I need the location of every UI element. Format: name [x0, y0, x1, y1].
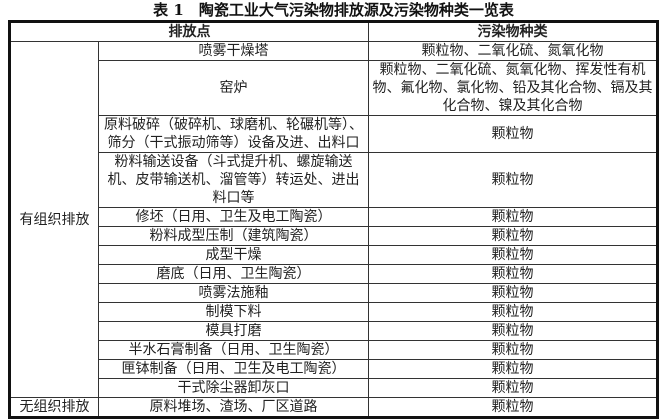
table-row: 干式除尘器卸灰口 颗粒物 [10, 378, 658, 398]
table-row: 无组织排放 原料堆场、渣场、厂区道路 颗粒物 [9, 397, 658, 418]
table-row: 修坯（日用、卫生及电工陶瓷） 颗粒物 [10, 207, 658, 227]
table-row: 喷雾法施釉 颗粒物 [10, 283, 658, 303]
pollutant-cell: 颗粒物、二氧化硫、氮氧化物、挥发性有机物、氟化物、氯化物、铅及其化合物、镉及其化… [368, 60, 658, 116]
source-cell: 半水石膏制备（日用、卫生陶瓷） [98, 340, 369, 360]
pollutant-cell: 颗粒物 [368, 283, 658, 303]
pollutant-cell: 颗粒物 [368, 264, 658, 284]
table-row: 原料破碎（破碎机、球磨机、轮碾机等）、筛分（干式振动筛等）设备及进、出料口 颗粒物 [10, 115, 658, 153]
source-cell: 成型干燥 [98, 245, 369, 265]
pollutant-cell: 颗粒物 [368, 115, 658, 153]
table-title: 表 1 陶瓷工业大气污染物排放源及污染物种类一览表 [153, 1, 514, 19]
source-cell: 匣钵制备（日用、卫生及电工陶瓷） [98, 359, 369, 379]
pollutant-cell: 颗粒物 [368, 359, 658, 379]
pollutant-cell: 颗粒物 [368, 207, 658, 227]
source-cell: 制模下料 [98, 302, 369, 322]
table-row: 模具打磨 颗粒物 [10, 321, 658, 341]
group-name: 有组织排放 [9, 41, 99, 398]
table-row: 磨底（日用、卫生陶瓷） 颗粒物 [10, 264, 658, 284]
pollutant-cell: 颗粒物 [368, 302, 658, 322]
group-name: 无组织排放 [9, 397, 99, 418]
table-row: 成型干燥 颗粒物 [10, 245, 658, 265]
source-cell: 原料破碎（破碎机、球磨机、轮碾机等）、筛分（干式振动筛等）设备及进、出料口 [98, 115, 369, 153]
source-cell: 粉料成型压制（建筑陶瓷） [98, 226, 369, 246]
source-cell: 原料堆场、渣场、厂区道路 [98, 397, 369, 418]
pollutant-cell: 颗粒物、二氧化硫、氮氧化物 [368, 41, 658, 61]
pollutant-table: 排放点 污染物种类 有组织排放 喷雾干燥塔 颗粒物、二氧化硫、氮氧化物 窑炉 颗粒物、二… [8, 20, 659, 419]
table-row: 粉料成型压制（建筑陶瓷） 颗粒物 [10, 226, 658, 246]
table-row: 匣钵制备（日用、卫生及电工陶瓷） 颗粒物 [10, 359, 658, 379]
table-row: 半水石膏制备（日用、卫生陶瓷） 颗粒物 [10, 340, 658, 360]
pollutant-cell: 颗粒物 [368, 245, 658, 265]
pollutant-cell: 颗粒物 [368, 378, 658, 398]
pollutant-cell: 颗粒物 [368, 340, 658, 360]
source-cell: 窑炉 [98, 60, 369, 116]
pollutant-cell: 颗粒物 [368, 397, 658, 418]
source-cell: 粉料输送设备（斗式提升机、螺旋输送机、皮带输送机、溜管等）转运处、进出料口等 [98, 152, 369, 208]
source-cell: 磨底（日用、卫生陶瓷） [98, 264, 369, 284]
table-row: 有组织排放 喷雾干燥塔 颗粒物、二氧化硫、氮氧化物 [9, 41, 658, 398]
header-pollutant: 污染物种类 [368, 21, 658, 42]
pollutant-cell: 颗粒物 [368, 152, 658, 208]
table-row: 窑炉 颗粒物、二氧化硫、氮氧化物、挥发性有机物、氟化物、氯化物、铅及其化合物、镉及… [10, 60, 658, 116]
source-cell: 修坯（日用、卫生及电工陶瓷） [98, 207, 369, 227]
header-row: 排放点 污染物种类 [9, 21, 658, 42]
source-cell: 干式除尘器卸灰口 [98, 378, 369, 398]
pollutant-cell: 颗粒物 [368, 321, 658, 341]
header-source: 排放点 [9, 21, 369, 42]
table-row: 制模下料 颗粒物 [10, 302, 658, 322]
table-row: 粉料输送设备（斗式提升机、螺旋输送机、皮带输送机、溜管等）转运处、进出料口等 颗粒… [10, 152, 658, 208]
source-cell: 模具打磨 [98, 321, 369, 341]
pollutant-cell: 颗粒物 [368, 226, 658, 246]
source-cell: 喷雾法施釉 [98, 283, 369, 303]
source-cell: 喷雾干燥塔 [98, 41, 369, 61]
